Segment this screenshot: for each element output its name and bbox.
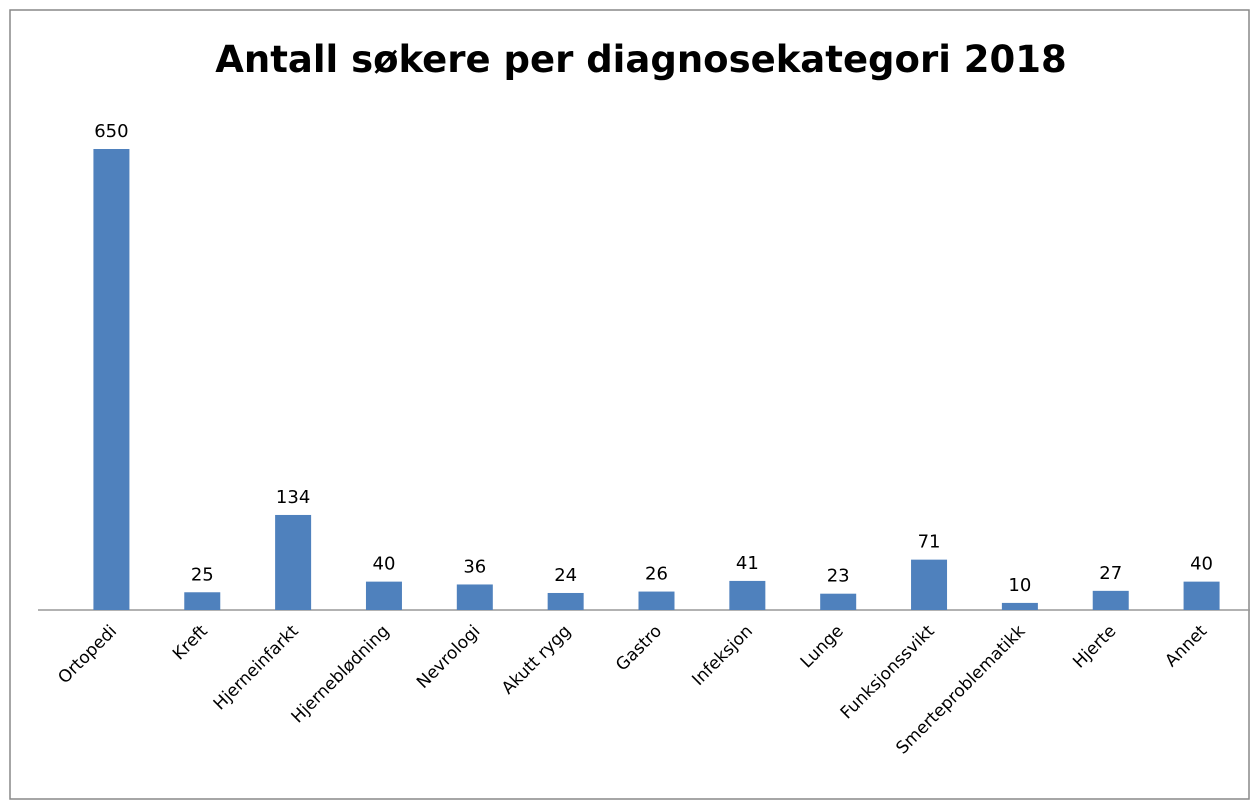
bar [729, 580, 766, 610]
data-label: 23 [827, 566, 850, 587]
chart-border [9, 9, 1250, 800]
bar [911, 559, 948, 610]
bar [365, 581, 402, 610]
data-label: 40 [373, 554, 396, 575]
data-label: 134 [276, 487, 310, 508]
data-label: 27 [1099, 563, 1122, 584]
bar [1001, 602, 1038, 610]
data-label: 71 [918, 532, 941, 553]
bar [820, 593, 857, 610]
bar [184, 592, 221, 610]
bar [1092, 590, 1129, 610]
data-label: 650 [94, 121, 128, 142]
chart-title: Antall søkere per diagnosekategori 2018 [215, 38, 1067, 81]
bar [1183, 581, 1220, 610]
data-label: 10 [1008, 575, 1031, 596]
bar [547, 592, 584, 610]
bar [456, 584, 493, 610]
data-label: 36 [463, 556, 486, 577]
bar [275, 514, 312, 610]
data-label: 24 [554, 565, 577, 586]
data-label: 40 [1190, 554, 1213, 575]
bar [638, 591, 675, 610]
data-label: 41 [736, 553, 759, 574]
data-label: 25 [191, 564, 214, 585]
bar [93, 149, 130, 610]
data-label: 26 [645, 564, 668, 585]
